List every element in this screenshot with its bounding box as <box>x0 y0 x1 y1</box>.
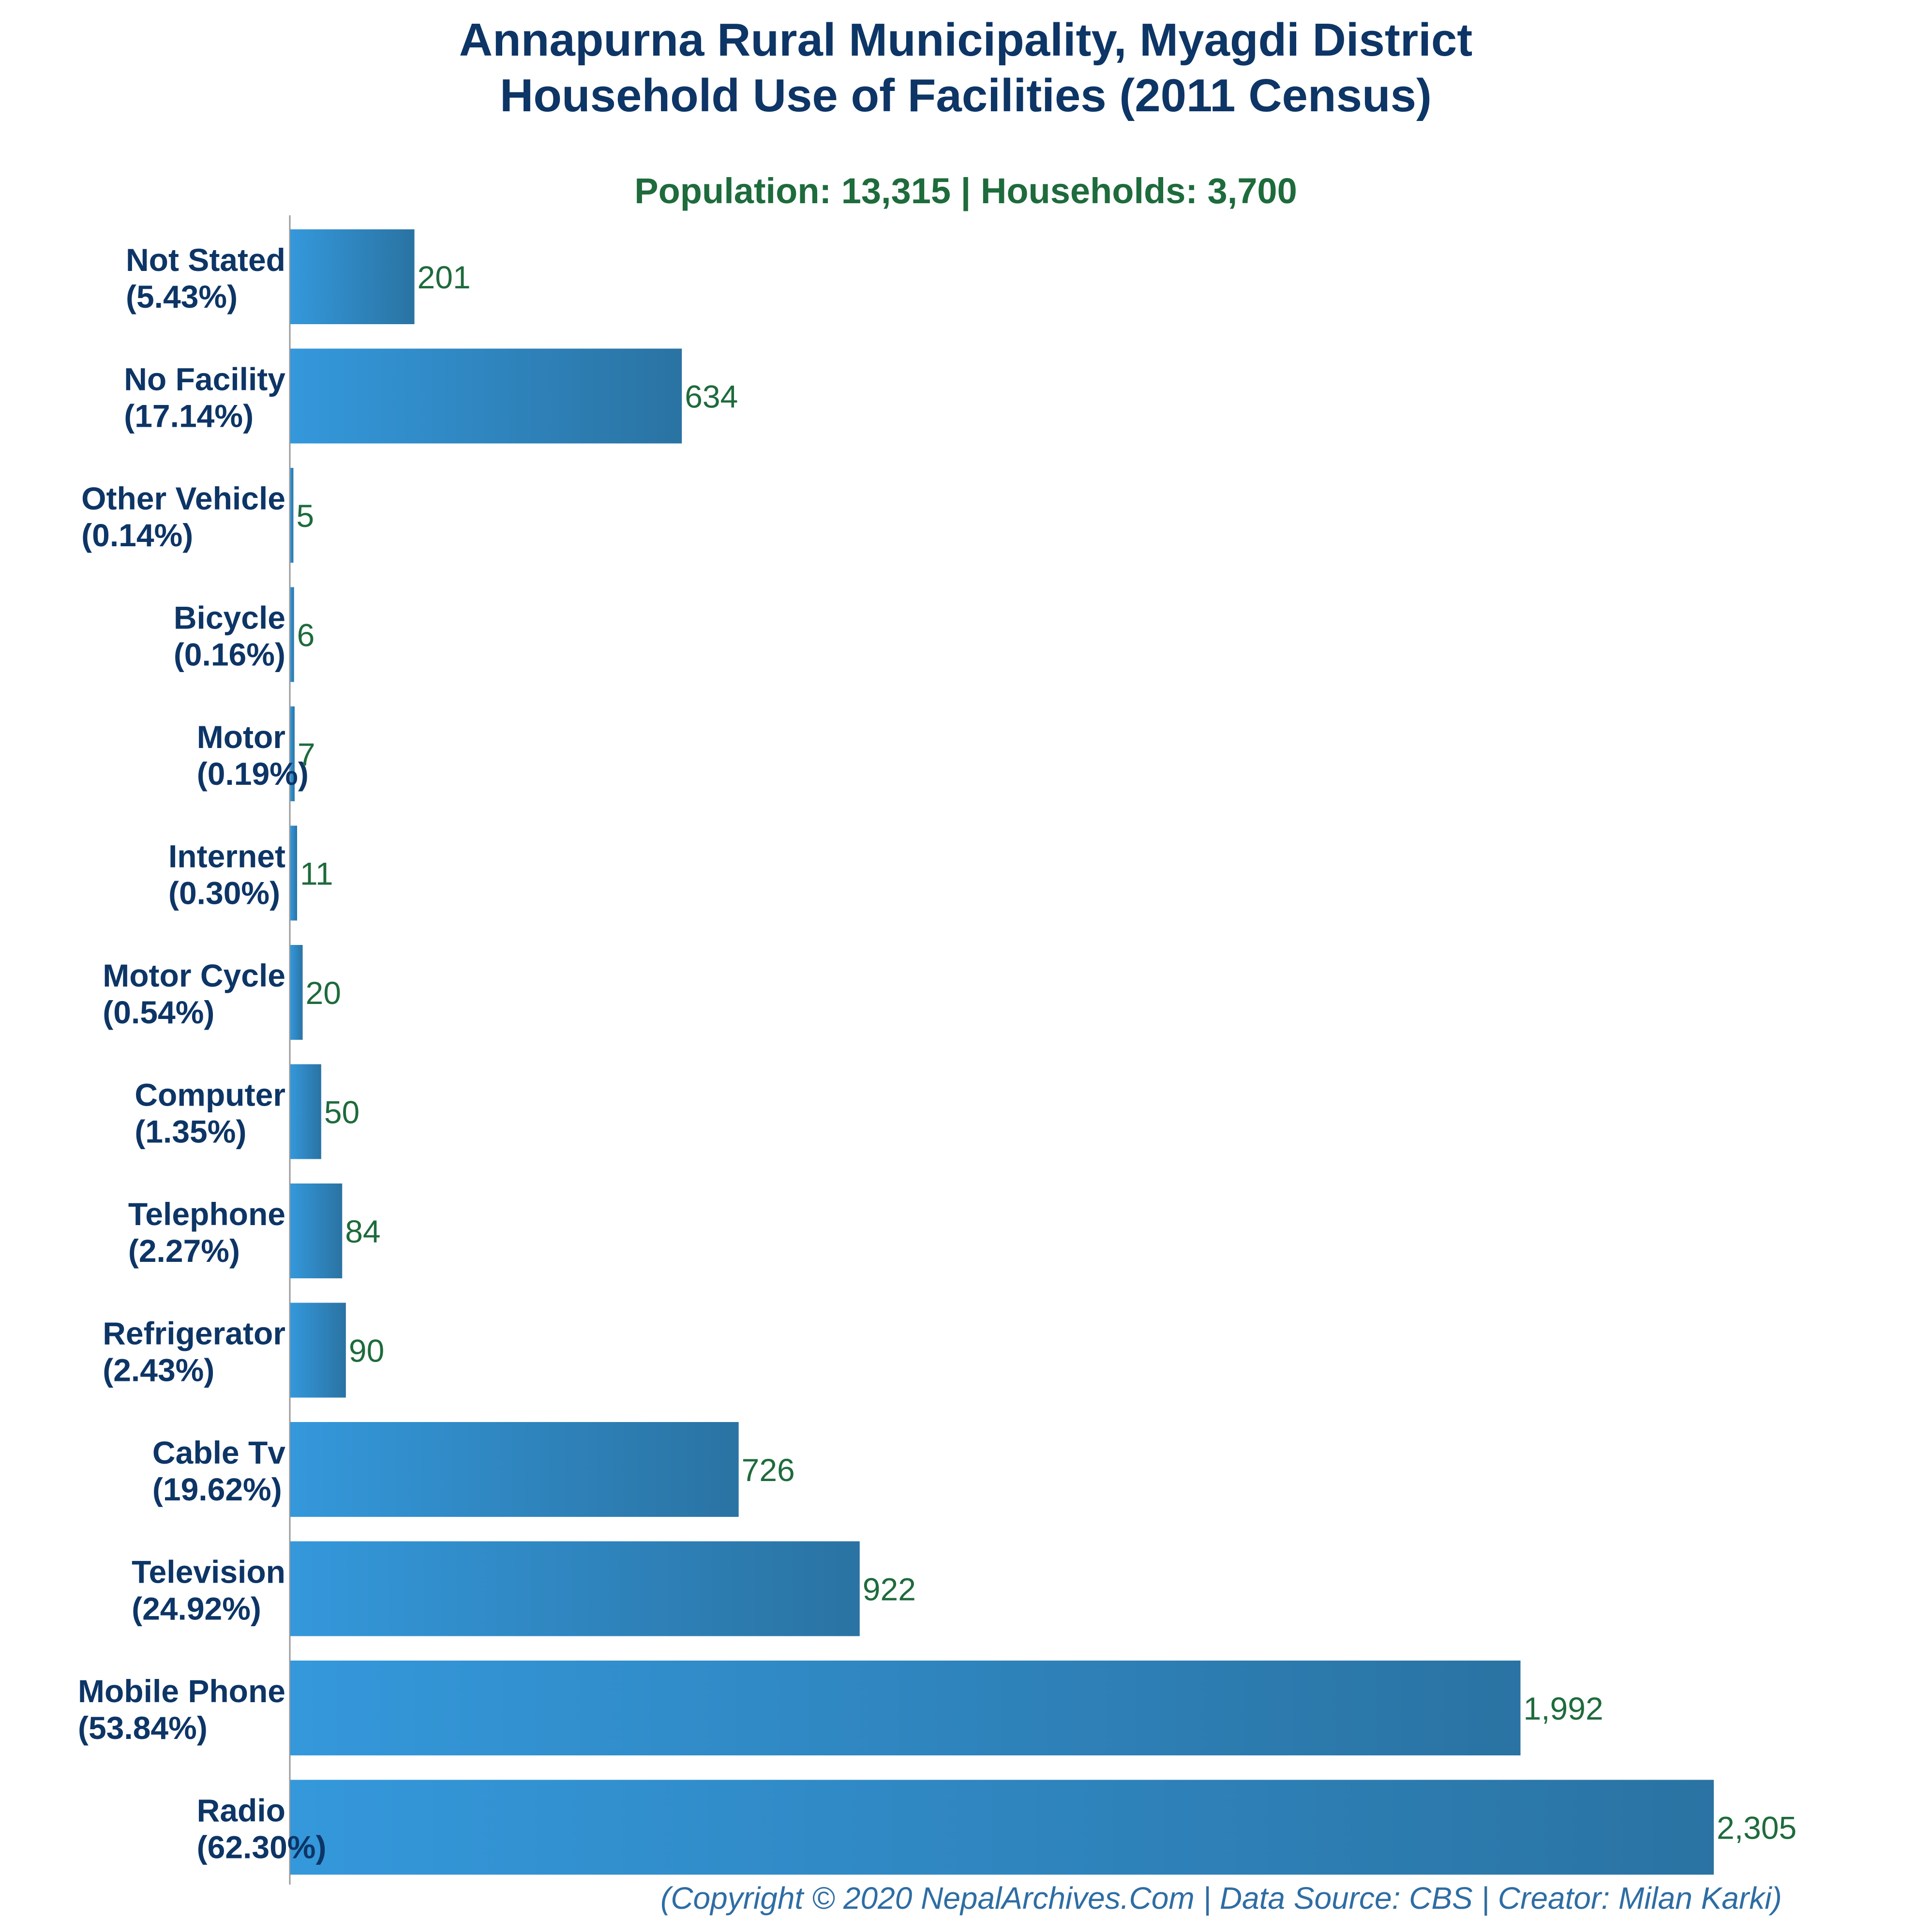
category-percent-motor: (0.19%) <box>197 756 309 792</box>
bar-telephone <box>290 1183 343 1278</box>
category-percent-no-facility: (17.14%) <box>124 398 254 434</box>
value-label-cable-tv: 726 <box>742 1452 795 1488</box>
value-label-telephone: 84 <box>345 1213 380 1249</box>
category-label-radio: Radio <box>197 1793 285 1828</box>
category-percent-mobile-phone: (53.84%) <box>78 1710 208 1746</box>
value-label-motor-cycle: 20 <box>306 975 341 1011</box>
category-percent-bicycle: (0.16%) <box>174 637 285 673</box>
bar-computer <box>290 1064 321 1159</box>
category-percent-computer: (1.35%) <box>135 1114 246 1150</box>
category-label-other-vehicle: Other Vehicle <box>81 480 285 516</box>
chart-title-line2: Household Use of Facilities (2011 Census… <box>500 70 1432 121</box>
category-label-mobile-phone: Mobile Phone <box>78 1673 285 1709</box>
category-percent-not-stated: (5.43%) <box>126 279 238 315</box>
category-label-not-stated: Not Stated <box>126 242 285 278</box>
category-label-no-facility: No Facility <box>124 361 285 397</box>
value-label-television: 922 <box>863 1572 916 1607</box>
category-labels-group: Not Stated(5.43%) No Facility(17.14%) Othe… <box>78 242 326 1865</box>
bar-other-vehicle <box>290 468 294 563</box>
category-percent-television: (24.92%) <box>132 1591 261 1627</box>
bar-bicycle <box>290 587 294 682</box>
category-label-motor: Motor <box>197 719 285 755</box>
value-label-refrigerator: 90 <box>349 1333 384 1369</box>
bar-motor-cycle <box>290 945 303 1040</box>
category-label-refrigerator: Refrigerator <box>103 1316 285 1351</box>
category-percent-other-vehicle: (0.14%) <box>81 517 193 553</box>
category-label-cable-tv: Cable Tv <box>152 1435 285 1470</box>
value-label-no-facility: 634 <box>685 379 738 415</box>
category-label-internet: Internet <box>168 839 285 874</box>
bar-television <box>290 1541 860 1636</box>
bar-refrigerator <box>290 1303 346 1398</box>
value-label-internet: 11 <box>300 856 333 892</box>
value-label-motor: 7 <box>298 736 315 772</box>
chart-subtitle: Population: 13,315 | Households: 3,700 <box>634 171 1297 211</box>
bar-mobile-phone <box>290 1661 1521 1755</box>
category-label-telephone: Telephone <box>128 1196 285 1232</box>
bar-cable-tv <box>290 1422 739 1517</box>
value-label-mobile-phone: 1,992 <box>1524 1691 1603 1726</box>
bars-group <box>290 229 1714 1875</box>
bar-internet <box>290 825 298 921</box>
bar-not-stated <box>290 229 415 324</box>
bar-motor <box>290 706 295 801</box>
bar-no-facility <box>290 348 682 444</box>
category-percent-refrigerator: (2.43%) <box>103 1352 214 1388</box>
category-label-computer: Computer <box>135 1077 285 1113</box>
category-percent-internet: (0.30%) <box>168 875 280 911</box>
value-label-other-vehicle: 5 <box>296 498 314 534</box>
bar-radio <box>290 1780 1714 1875</box>
category-label-motor-cycle: Motor Cycle <box>103 958 285 993</box>
chart-footer: (Copyright © 2020 NepalArchives.Com | Da… <box>660 1881 1782 1916</box>
value-label-bicycle: 6 <box>297 617 315 653</box>
value-label-computer: 50 <box>324 1094 359 1130</box>
value-label-radio: 2,305 <box>1717 1810 1797 1846</box>
category-label-television: Television <box>132 1554 285 1590</box>
category-label-bicycle: Bicycle <box>174 600 285 636</box>
category-percent-motor-cycle: (0.54%) <box>103 994 214 1030</box>
value-label-not-stated: 201 <box>418 259 471 295</box>
chart-title: Annapurna Rural Municipality, Myagdi Dis… <box>459 14 1472 66</box>
category-percent-telephone: (2.27%) <box>128 1233 240 1269</box>
category-percent-radio: (62.30%) <box>197 1829 327 1865</box>
category-percent-cable-tv: (19.62%) <box>152 1471 282 1507</box>
value-labels-group: 201 634 5 6 7 11 20 50 84 90 726 922 1,992 2,305 <box>296 259 1797 1846</box>
